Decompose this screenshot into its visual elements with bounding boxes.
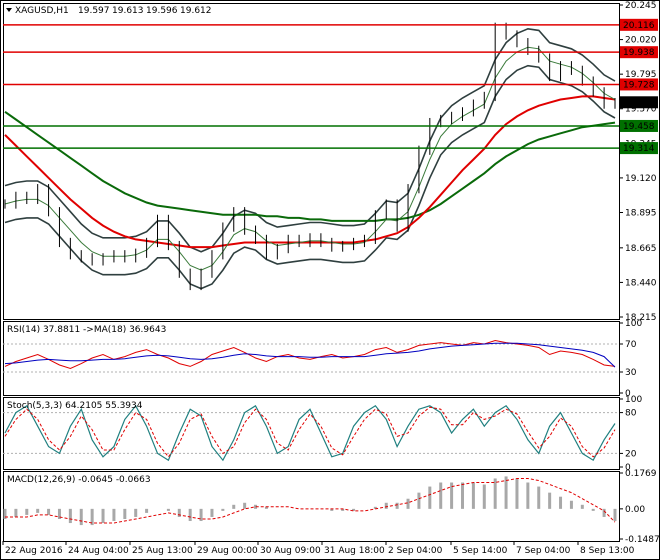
level-label: 20.116 <box>623 21 655 31</box>
time-axis-label: 8 Sep 13:00 <box>580 546 635 556</box>
time-axis-label: 29 Aug 00:00 <box>197 546 258 556</box>
rsi-ma-line <box>4 342 616 368</box>
stoch-title: Stoch(5,3,3) 64.2105 55.3934 <box>7 401 143 411</box>
pane-frame-0 <box>3 3 620 320</box>
ohlc-low: 19.596 <box>146 6 178 16</box>
ma-green-line <box>4 110 616 222</box>
dropdown-arrow-icon <box>6 8 12 12</box>
current-price-label: 19.612 <box>623 98 655 108</box>
time-axis-label: 7 Sep 04:00 <box>516 546 571 556</box>
macd-tick-label: 0.00 <box>625 505 645 515</box>
price-tick-label: 18.895 <box>625 208 657 218</box>
time-axis-label: 25 Aug 13:00 <box>132 546 193 556</box>
level-tag-19.314 <box>620 142 658 155</box>
stoch-tick-label: 80 <box>625 409 637 419</box>
price-tick-label: 18.440 <box>625 278 657 288</box>
rsi-title: RSI(14) 37.8811 ->MA(18) 36.9643 <box>7 325 166 335</box>
macd-title: MACD(12,26,9) -0.0645 -0.0663 <box>7 475 151 485</box>
time-axis-label: 2 Sep 04:00 <box>388 546 443 556</box>
ohlc-close: 19.612 <box>180 6 212 16</box>
lower-band-line <box>4 64 616 290</box>
stoch-signal-line <box>4 406 616 458</box>
price-tick-label: 18.215 <box>625 313 657 323</box>
time-axis-label: 5 Sep 14:00 <box>453 546 508 556</box>
ohlc-open: 19.597 <box>78 6 110 16</box>
stoch-tick-label: 20 <box>625 449 637 459</box>
price-tick-label: 19.570 <box>625 105 657 115</box>
stoch-tick-label: 0 <box>625 463 631 473</box>
upper-band-line <box>4 27 616 253</box>
rsi-tick-label: 70 <box>625 340 637 350</box>
rsi-tick-label: 30 <box>625 368 637 378</box>
level-tag-20.116 <box>620 18 658 31</box>
rsi-tick-label: 0 <box>625 389 631 399</box>
price-tick-label: 20.020 <box>625 36 657 46</box>
price-tick-label: 19.795 <box>625 70 657 80</box>
macd-tick-label: 0.1769 <box>625 469 657 479</box>
level-tag-19.938 <box>620 46 658 59</box>
level-label: 19.728 <box>623 80 655 90</box>
rsi-tick-label: 100 <box>625 319 642 329</box>
time-axis-label: 22 Aug 2016 <box>5 546 63 556</box>
current-price-tag <box>620 96 658 109</box>
ohlc-high: 19.613 <box>112 6 144 16</box>
pane-frame-2 <box>3 397 620 470</box>
level-tag-19.728 <box>620 78 658 91</box>
price-tick-label: 20.245 <box>625 1 657 11</box>
time-axis-label: 31 Aug 18:00 <box>324 546 385 556</box>
time-axis-label: 30 Aug 09:00 <box>260 546 321 556</box>
time-axis-label: 24 Aug 04:00 <box>68 546 129 556</box>
macd-signal-line <box>5 478 616 524</box>
level-label: 19.938 <box>623 48 655 58</box>
level-tag-19.458 <box>620 119 658 132</box>
price-tick-label: 18.665 <box>625 244 657 254</box>
price-tick-label: 19.120 <box>625 174 657 184</box>
stoch-main-line <box>4 404 616 462</box>
stoch-tick-label: 100 <box>625 395 642 405</box>
symbol-title: XAGUSD,H1 <box>15 6 69 16</box>
level-label: 19.314 <box>623 144 655 154</box>
macd-tick-label: -0.1487 <box>625 535 660 545</box>
level-label: 19.458 <box>623 122 655 132</box>
